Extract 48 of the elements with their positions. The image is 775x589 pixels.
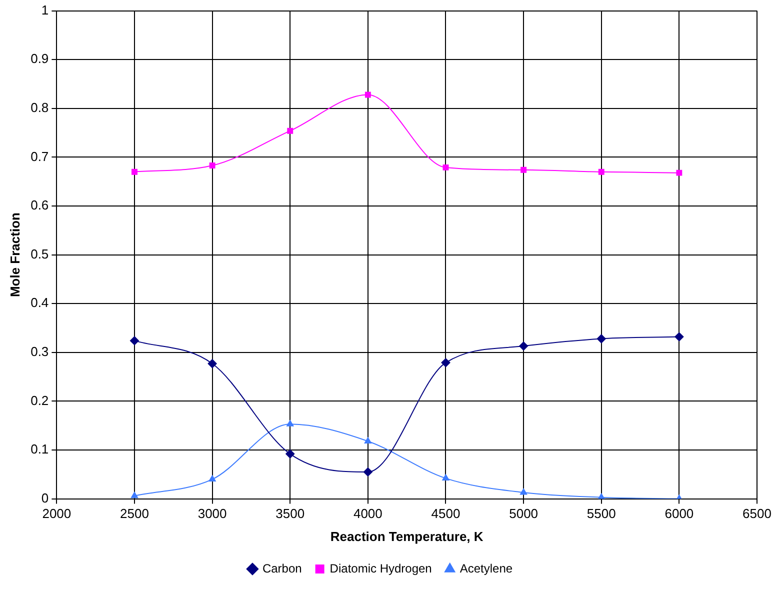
x-tick-label: 5000 bbox=[509, 506, 538, 522]
point bbox=[208, 475, 216, 482]
x-tick-label: 6500 bbox=[742, 506, 772, 522]
x-tick-label: 4000 bbox=[353, 506, 382, 522]
y-tick-label: 1 bbox=[41, 2, 49, 18]
point bbox=[520, 488, 528, 495]
point bbox=[676, 170, 682, 176]
point bbox=[132, 168, 138, 175]
y-tick-label: 0.6 bbox=[30, 198, 49, 213]
point bbox=[208, 359, 217, 368]
point bbox=[286, 449, 295, 458]
y-tick-label: 0 bbox=[41, 490, 49, 506]
point bbox=[286, 420, 294, 426]
x-tick-label: 4500 bbox=[431, 506, 460, 522]
y-tick-label: 0.9 bbox=[30, 51, 49, 66]
point bbox=[209, 162, 216, 168]
point bbox=[130, 492, 138, 498]
point bbox=[363, 467, 372, 476]
point bbox=[364, 437, 372, 444]
point bbox=[442, 474, 450, 481]
legend-label: Carbon bbox=[262, 561, 302, 576]
x-axis-title: Reaction Temperature, K bbox=[330, 528, 484, 544]
legend-label: Acetylene bbox=[460, 561, 513, 576]
y-tick-label: 0.5 bbox=[30, 246, 49, 262]
point bbox=[364, 92, 371, 98]
point bbox=[519, 342, 528, 351]
y-tick-label: 0.8 bbox=[30, 100, 49, 115]
y-axis-title: Mole Fraction bbox=[7, 212, 22, 298]
point bbox=[130, 336, 139, 346]
point bbox=[598, 168, 604, 175]
x-tick-label: 3500 bbox=[276, 506, 305, 522]
point bbox=[520, 166, 527, 173]
x-tick-label: 5500 bbox=[586, 506, 616, 522]
point bbox=[674, 332, 684, 342]
y-tick-label: 0.3 bbox=[30, 344, 49, 359]
x-tick-label: 6000 bbox=[664, 506, 694, 522]
y-tick-label: 0.2 bbox=[30, 392, 49, 408]
point bbox=[441, 358, 450, 368]
x-tick-label: 2500 bbox=[120, 506, 149, 522]
y-tick-label: 0.1 bbox=[30, 442, 49, 457]
y-tick-label: 0.4 bbox=[30, 295, 49, 310]
point bbox=[596, 334, 606, 344]
x-tick-label: 2000 bbox=[42, 506, 72, 522]
legend-label: Diatomic Hydrogen bbox=[330, 561, 432, 576]
x-tick-label: 3000 bbox=[198, 506, 227, 522]
point bbox=[442, 164, 449, 170]
point bbox=[287, 128, 294, 134]
y-tick-label: 0.7 bbox=[30, 148, 49, 164]
